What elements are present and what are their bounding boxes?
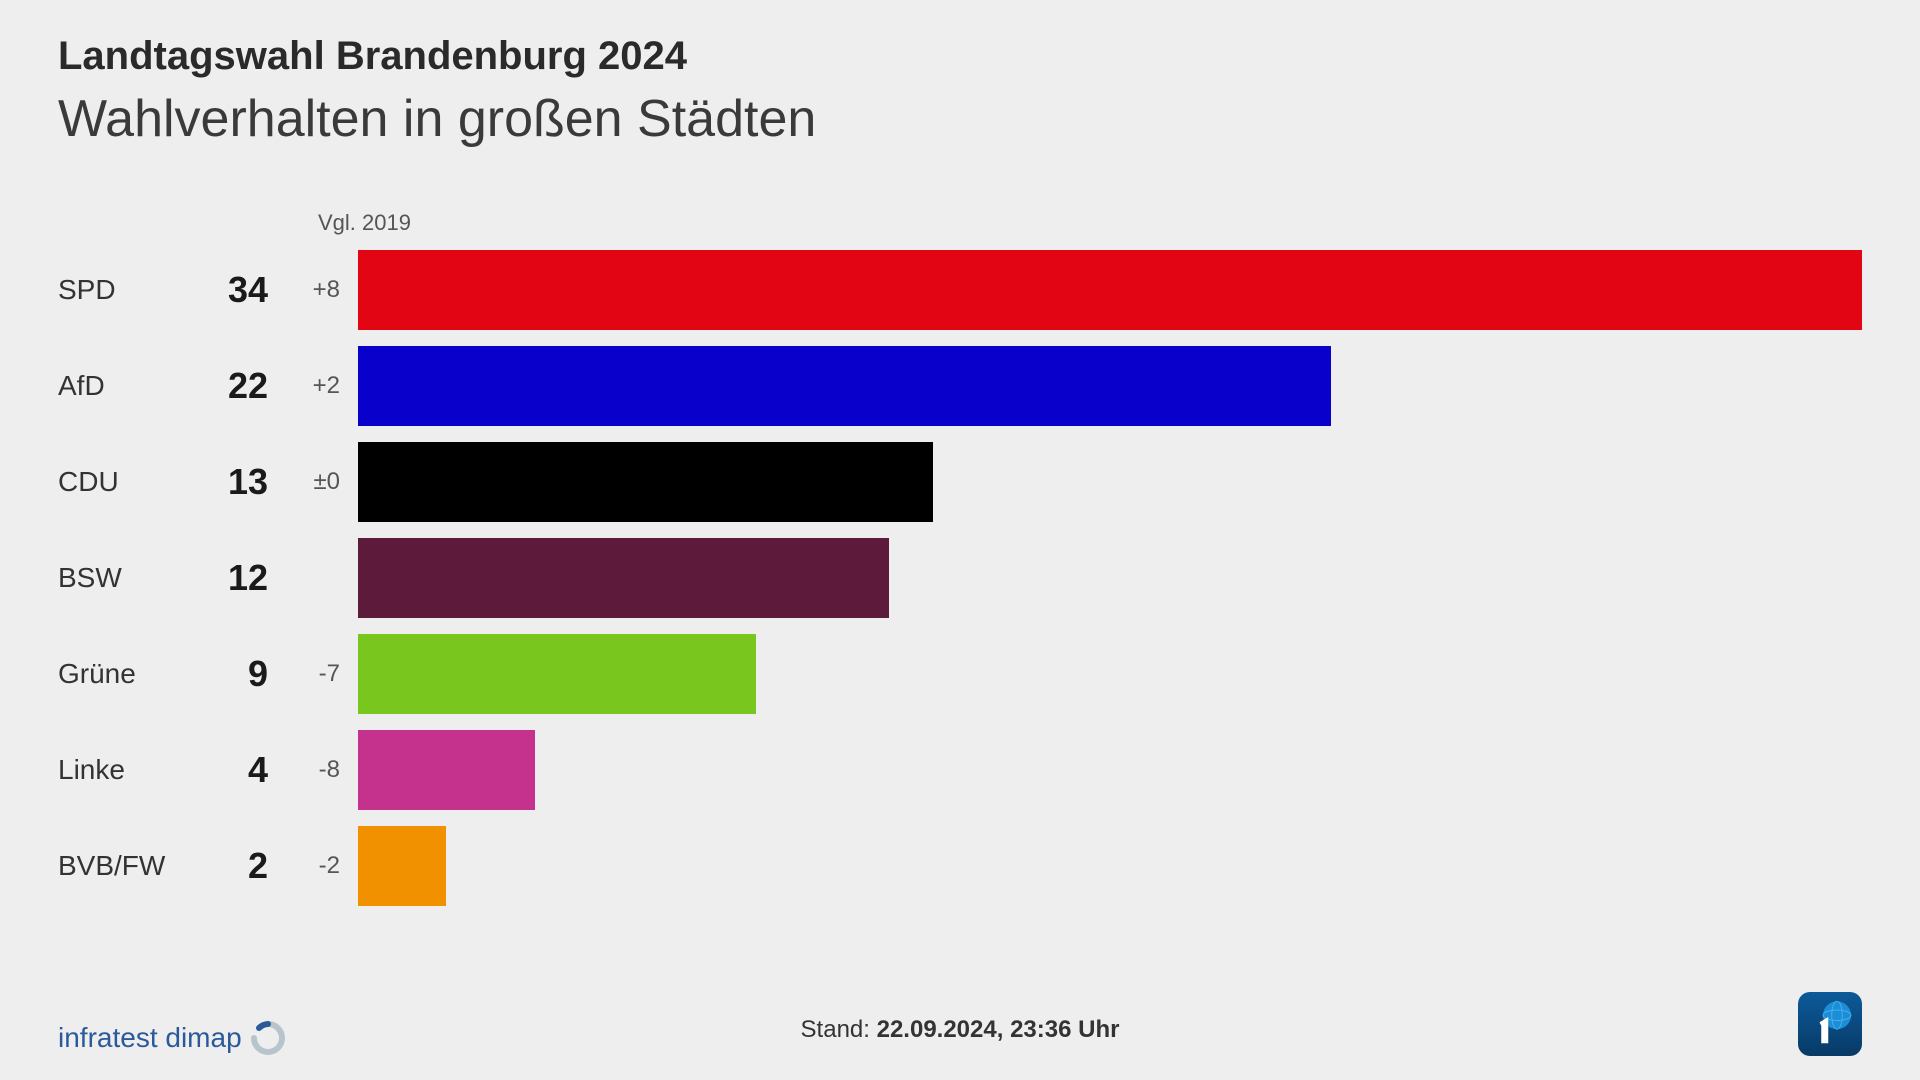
party-value: 13 (188, 461, 268, 503)
chart-row: BVB/FW2-2 (58, 826, 1862, 906)
timestamp: Stand: 22.09.2024, 23:36 Uhr (801, 1016, 1120, 1044)
party-label: AfD (58, 370, 188, 402)
bar (358, 250, 1862, 330)
bar (358, 826, 446, 906)
party-label: BVB/FW (58, 850, 188, 882)
chart-row: Grüne9-7 (58, 634, 1862, 714)
header: Landtagswahl Brandenburg 2024 Wahlverhal… (0, 0, 1920, 149)
footer: infratest dimap Stand: 22.09.2024, 23:36… (0, 996, 1920, 1056)
chart-row: Linke4-8 (58, 730, 1862, 810)
comparison-label: Vgl. 2019 (318, 210, 411, 236)
timestamp-label: Stand: (801, 1016, 870, 1043)
party-value: 34 (188, 269, 268, 311)
bar-track (358, 346, 1862, 426)
party-delta: +8 (268, 276, 358, 304)
page-title: Landtagswahl Brandenburg 2024 (58, 34, 1862, 79)
party-delta: +2 (268, 372, 358, 400)
source-text: infratest dimap (58, 1022, 242, 1054)
bar-track (358, 250, 1862, 330)
party-delta: -7 (268, 660, 358, 688)
chart-rows: SPD34+8 AfD22+2 CDU13±0 BSW12 Grüne9-7 Linke4… (58, 250, 1862, 922)
source-ring-icon (250, 1020, 286, 1056)
chart-row: SPD34+8 (58, 250, 1862, 330)
source-logo: infratest dimap (58, 1020, 286, 1056)
party-value: 4 (188, 749, 268, 791)
broadcaster-logo (1798, 992, 1862, 1056)
bar (358, 442, 933, 522)
bar-track (358, 442, 1862, 522)
bar-track (358, 634, 1862, 714)
party-delta: -2 (268, 852, 358, 880)
page-subtitle: Wahlverhalten in großen Städten (58, 89, 1862, 149)
bar-track (358, 538, 1862, 618)
party-label: BSW (58, 562, 188, 594)
party-value: 22 (188, 365, 268, 407)
party-label: CDU (58, 466, 188, 498)
bar (358, 346, 1331, 426)
bar (358, 538, 889, 618)
timestamp-value: 22.09.2024, 23:36 Uhr (877, 1016, 1120, 1043)
party-delta: ±0 (268, 468, 358, 496)
chart-row: BSW12 (58, 538, 1862, 618)
bar (358, 730, 535, 810)
bar-track (358, 826, 1862, 906)
bar-track (358, 730, 1862, 810)
party-label: Linke (58, 754, 188, 786)
party-label: SPD (58, 274, 188, 306)
party-label: Grüne (58, 658, 188, 690)
party-delta: -8 (268, 756, 358, 784)
party-value: 2 (188, 845, 268, 887)
chart-row: CDU13±0 (58, 442, 1862, 522)
bar (358, 634, 756, 714)
party-value: 12 (188, 557, 268, 599)
chart-row: AfD22+2 (58, 346, 1862, 426)
party-value: 9 (188, 653, 268, 695)
